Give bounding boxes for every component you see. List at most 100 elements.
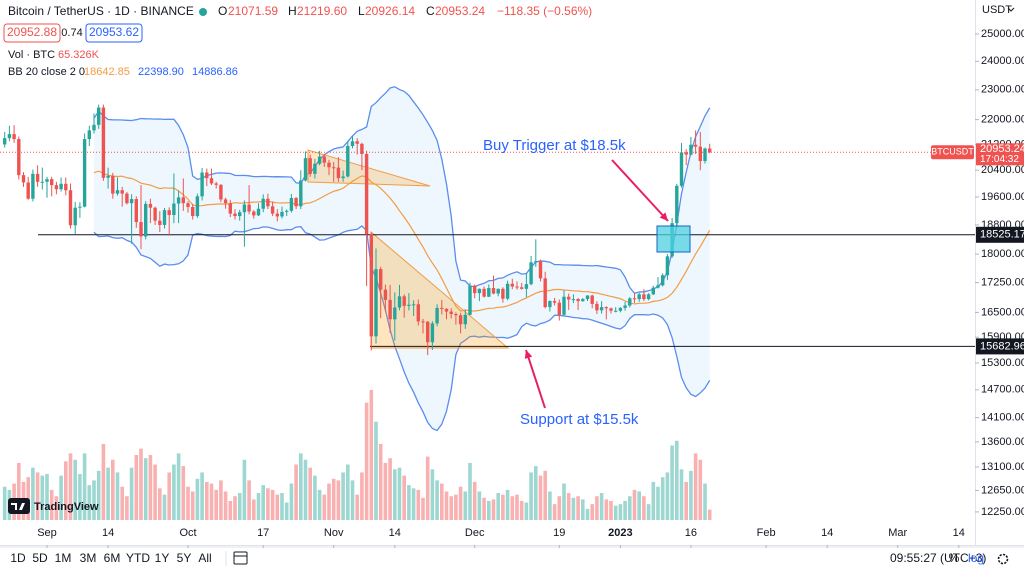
x-tick-label: 16	[685, 527, 697, 539]
volume-legend-value: 65.326K	[58, 49, 100, 61]
currency-dropdown[interactable]	[1007, 7, 1015, 12]
candle-body	[614, 310, 618, 312]
log-toggle[interactable]: log	[968, 551, 984, 565]
volume-bar	[153, 464, 157, 520]
volume-bar	[322, 494, 327, 520]
candle-body	[435, 307, 439, 324]
volume-bar	[78, 474, 82, 520]
candle-body	[87, 130, 91, 140]
spread: 0.74	[61, 27, 82, 39]
volume-bar	[40, 475, 45, 520]
range-button[interactable]: YTD	[126, 551, 150, 565]
volume-legend: Vol · BTC	[8, 49, 55, 61]
volume-bar	[632, 489, 637, 520]
volume-bar	[656, 486, 660, 520]
volume-bar	[388, 458, 392, 520]
candle-body	[505, 283, 510, 299]
countdown: 17:04:32	[980, 154, 1019, 165]
volume-bar	[378, 443, 383, 520]
range-button[interactable]: 1Y	[155, 551, 170, 565]
ohlc-key: L	[358, 4, 365, 18]
candle-body	[247, 204, 251, 212]
price-tag-label: 18525.17	[980, 229, 1024, 241]
y-tick-label: 18000.00	[981, 248, 1024, 260]
volume-bar	[463, 491, 468, 520]
volume-bar	[17, 462, 21, 520]
y-tick-label: 20400.00	[981, 164, 1024, 176]
range-button[interactable]: 3M	[80, 551, 97, 565]
last-price-tag	[976, 143, 1024, 166]
symbol-tag-label: BTCUSDT	[931, 147, 974, 157]
candle-body	[543, 278, 547, 308]
candle-body	[125, 193, 129, 204]
range-button[interactable]: All	[198, 551, 211, 565]
candle-body	[463, 314, 467, 325]
candle-body	[200, 172, 204, 197]
candle-body	[487, 288, 491, 297]
volume-bar	[642, 496, 646, 520]
volume-bar	[430, 469, 435, 520]
candle-body	[82, 139, 87, 207]
percent-toggle[interactable]: %	[949, 551, 960, 565]
volume-bar	[407, 485, 411, 520]
candle-body	[233, 213, 237, 217]
candle-body	[703, 148, 707, 162]
volume-bar	[214, 489, 218, 520]
range-button[interactable]: 1M	[55, 551, 72, 565]
x-tick-label: 14	[102, 527, 114, 539]
range-button[interactable]: 1D	[10, 551, 26, 565]
volume-bar	[256, 493, 261, 520]
volume-bar	[289, 483, 294, 520]
ohlc-value: 20953.24	[435, 4, 485, 18]
volume-bar	[472, 481, 477, 520]
candle-body	[623, 305, 627, 308]
volume-bar	[195, 478, 200, 520]
arrow-head	[659, 212, 668, 221]
volume-bar	[675, 440, 679, 520]
settings-icon[interactable]	[997, 553, 1009, 565]
brand-logo: TradingView	[8, 498, 99, 514]
volume-bar	[599, 493, 604, 520]
volume-bar	[341, 472, 345, 520]
volume-bar	[299, 453, 303, 520]
candle-body	[407, 304, 411, 306]
volume-bar	[515, 494, 519, 520]
candle-body	[92, 124, 96, 131]
range-button[interactable]: 5Y	[177, 551, 192, 565]
candle-body	[181, 197, 185, 204]
annotation-arrow	[611, 159, 669, 222]
volume-bar	[331, 478, 336, 520]
y-tick-label: 15300.00	[981, 357, 1024, 369]
candle-body	[595, 303, 599, 311]
currency[interactable]: USDT	[982, 4, 1012, 16]
candle-body	[21, 175, 26, 183]
candle-body	[299, 180, 303, 207]
volume-bar	[449, 496, 453, 520]
candle-body	[12, 134, 16, 140]
candle-body	[238, 212, 242, 217]
candle-body	[153, 207, 157, 221]
y-tick-label: 13100.00	[981, 461, 1024, 473]
candle-body	[285, 210, 289, 212]
volume-bar	[176, 453, 181, 520]
volume-bar	[369, 390, 374, 520]
candle-body	[604, 307, 608, 309]
x-tick-label: 19	[553, 527, 565, 539]
candle-body	[101, 107, 106, 178]
y-tick-label: 24000.00	[981, 55, 1024, 67]
volume-bar	[223, 491, 228, 520]
clock[interactable]: 09:55:27 (UTC+3)	[890, 551, 986, 565]
candle-body	[144, 203, 148, 237]
ohlc-key: H	[288, 4, 297, 18]
ask-box[interactable]	[85, 23, 143, 43]
range-button[interactable]: 5D	[32, 551, 48, 565]
range-button[interactable]: 6M	[104, 551, 121, 565]
volume-bar	[411, 488, 416, 520]
candle-body	[590, 295, 594, 304]
candle-body	[585, 295, 590, 300]
candle-body	[675, 185, 679, 224]
calendar-icon[interactable]	[233, 551, 248, 565]
bid-box[interactable]	[3, 23, 61, 43]
logo-mark	[8, 498, 30, 514]
candle-body	[111, 175, 115, 194]
